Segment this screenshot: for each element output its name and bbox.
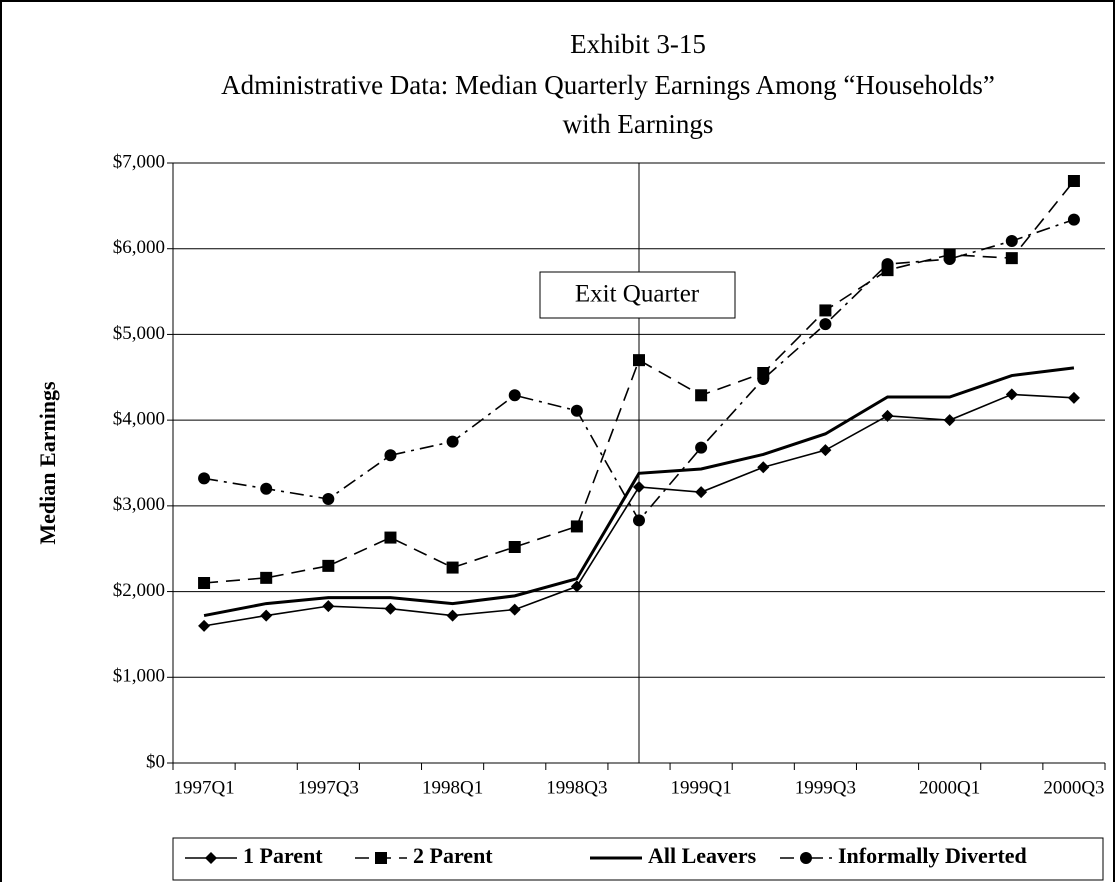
y-tick-label: $6,000 bbox=[113, 237, 165, 258]
point bbox=[633, 481, 645, 493]
annotation-box bbox=[539, 271, 736, 319]
point bbox=[1005, 235, 1018, 247]
point bbox=[570, 404, 583, 417]
annotation: Exit Quarter bbox=[575, 281, 700, 308]
point bbox=[819, 318, 832, 331]
point bbox=[260, 482, 273, 495]
chart-title: Exhibit 3-15 bbox=[570, 29, 706, 59]
y-tick-label: $2,000 bbox=[113, 580, 165, 601]
point bbox=[260, 571, 273, 584]
point bbox=[757, 461, 770, 474]
legend-marker bbox=[800, 852, 812, 864]
series-line bbox=[204, 180, 1075, 584]
point bbox=[198, 619, 211, 632]
x-tick-label: 1997Q1 bbox=[173, 777, 234, 798]
x-tick-label: 1997Q3 bbox=[298, 777, 359, 798]
point bbox=[695, 389, 708, 402]
y-tick-label: $1,000 bbox=[113, 666, 165, 687]
x-tick-label: 1999Q1 bbox=[671, 777, 732, 798]
x-tick-label: 1998Q3 bbox=[546, 777, 607, 798]
legend-marker bbox=[205, 852, 217, 864]
series-line bbox=[203, 366, 1075, 618]
point bbox=[881, 409, 894, 422]
point bbox=[322, 493, 335, 505]
point bbox=[819, 444, 832, 457]
point bbox=[198, 577, 211, 589]
x-tick-label: 2000Q1 bbox=[919, 777, 980, 798]
legend-label: 1 Parent bbox=[243, 843, 323, 868]
legend-box bbox=[172, 837, 1104, 881]
point bbox=[446, 561, 459, 574]
point bbox=[384, 449, 397, 462]
point bbox=[446, 435, 459, 448]
point bbox=[633, 514, 645, 527]
point bbox=[1067, 213, 1080, 226]
point bbox=[757, 373, 770, 385]
y-tick-label: $5,000 bbox=[113, 323, 165, 344]
point bbox=[508, 389, 521, 402]
point bbox=[819, 304, 832, 317]
point bbox=[570, 520, 583, 533]
y-axis-label: Median Earnings bbox=[35, 381, 60, 545]
x-tick-label: 2000Q3 bbox=[1043, 777, 1104, 798]
point bbox=[1005, 252, 1018, 265]
y-tick-label: $0 bbox=[146, 751, 165, 772]
point bbox=[508, 541, 521, 553]
legend-label: All Leavers bbox=[648, 843, 757, 868]
point bbox=[943, 253, 956, 265]
legend-marker bbox=[375, 852, 387, 864]
point bbox=[1067, 391, 1080, 404]
point bbox=[943, 414, 956, 427]
point bbox=[695, 486, 708, 499]
point bbox=[508, 603, 521, 616]
x-tick-label: 1999Q3 bbox=[795, 777, 856, 798]
y-tick-label: $3,000 bbox=[113, 494, 165, 515]
y-tick-label: $7,000 bbox=[113, 151, 165, 172]
point bbox=[881, 258, 894, 271]
point bbox=[384, 531, 397, 544]
legend-label: Informally Diverted bbox=[838, 843, 1027, 868]
legend-label: 2 Parent bbox=[413, 843, 493, 868]
point bbox=[633, 354, 645, 367]
x-tick-label: 1998Q1 bbox=[422, 777, 483, 798]
point bbox=[260, 609, 273, 622]
point bbox=[1005, 388, 1018, 401]
chart-title: Administrative Data: Median Quarterly Ea… bbox=[221, 70, 995, 100]
point bbox=[570, 580, 583, 593]
point bbox=[384, 602, 397, 615]
point bbox=[695, 441, 708, 454]
point bbox=[322, 600, 335, 613]
y-tick-label: $4,000 bbox=[113, 409, 165, 430]
point bbox=[1067, 175, 1080, 187]
point bbox=[198, 472, 211, 485]
point bbox=[322, 559, 335, 572]
chart-title: with Earnings bbox=[563, 109, 714, 139]
point bbox=[446, 609, 459, 622]
